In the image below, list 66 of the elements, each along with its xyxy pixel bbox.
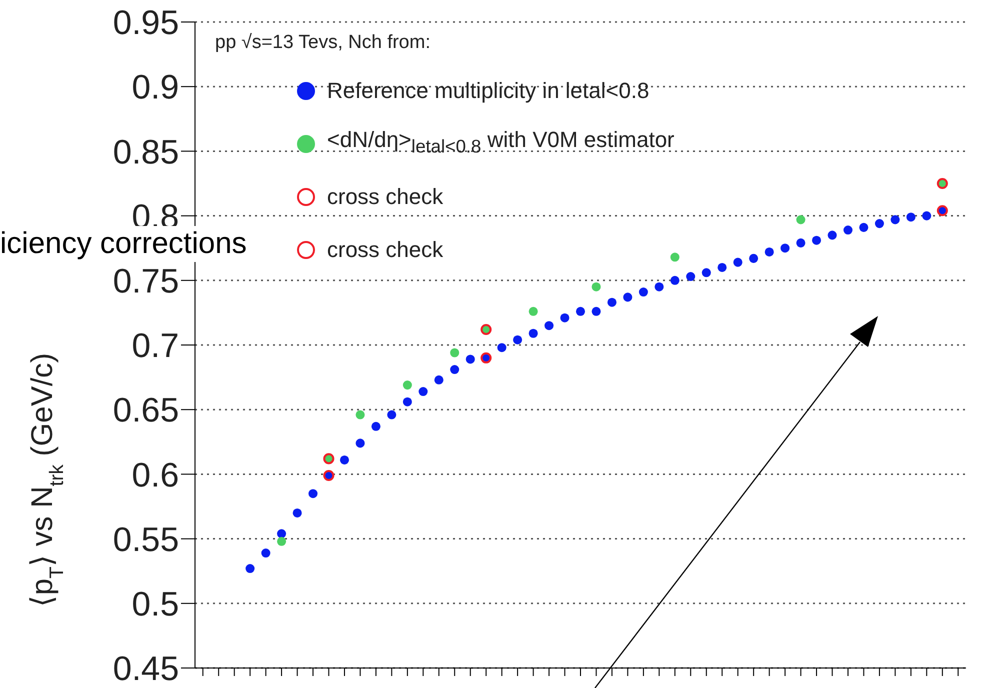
y-tick-label: 0.7: [132, 327, 179, 366]
annotation: iciency corrections: [0, 226, 247, 262]
legend-title: pp √s=13 Tevs, Nch from:: [215, 31, 432, 55]
point: [434, 375, 444, 384]
point: [544, 321, 554, 330]
point: [497, 343, 506, 352]
point: [292, 508, 302, 518]
y-tick-label: 0.9: [132, 68, 179, 107]
point: [796, 215, 806, 224]
point: [576, 306, 586, 316]
point: [749, 254, 758, 263]
y-tick-label: 0.75: [112, 262, 179, 300]
y-tick-label: 0.45: [112, 650, 179, 688]
point: [670, 276, 680, 285]
point: [513, 335, 522, 344]
point: [764, 247, 774, 256]
point: [340, 455, 349, 464]
legend-label: cross check: [327, 184, 444, 210]
point: [402, 380, 412, 390]
y-tick-label: 0.55: [112, 520, 179, 559]
point: [843, 226, 853, 235]
point: [592, 306, 601, 316]
point: [890, 215, 900, 224]
point: [874, 219, 884, 228]
point: [702, 268, 711, 278]
legend-label: cross check: [327, 236, 444, 262]
point: [592, 282, 601, 292]
legend-label: Reference multiplicity in letal<0.8: [327, 78, 650, 104]
point: [466, 354, 475, 364]
point: [450, 348, 460, 358]
y-tick-label: 0.85: [112, 133, 179, 172]
point: [686, 272, 696, 282]
point: [418, 387, 428, 396]
point: [718, 262, 727, 272]
point: [733, 258, 742, 267]
point: [670, 252, 680, 262]
point: [277, 529, 286, 538]
point: [246, 564, 255, 574]
point: [638, 288, 648, 297]
y-tick-label: 0.6: [132, 456, 179, 494]
point: [356, 410, 365, 420]
point: [261, 548, 270, 558]
point: [922, 211, 932, 220]
point: [277, 536, 286, 546]
legend-label: <dN/dη>$_{letal<0.8}$ with V0M estimator: [327, 127, 674, 159]
point: [828, 230, 837, 240]
point: [906, 212, 916, 222]
point: [371, 422, 380, 431]
point: [308, 489, 318, 498]
y-tick-label: 0.65: [112, 392, 179, 430]
y-tick-label: 0.95: [112, 4, 179, 42]
point: [387, 410, 396, 420]
point: [812, 236, 822, 245]
point: [528, 328, 538, 338]
point: [528, 306, 538, 316]
point: [796, 238, 806, 248]
point: [607, 298, 616, 307]
point: [402, 397, 412, 406]
point: [450, 365, 460, 374]
point: [859, 222, 868, 232]
point: [356, 438, 365, 448]
point: [560, 313, 570, 322]
point: [623, 292, 632, 302]
point: [780, 244, 790, 253]
point: [654, 282, 664, 292]
y-tick-label: 0.5: [132, 585, 179, 624]
